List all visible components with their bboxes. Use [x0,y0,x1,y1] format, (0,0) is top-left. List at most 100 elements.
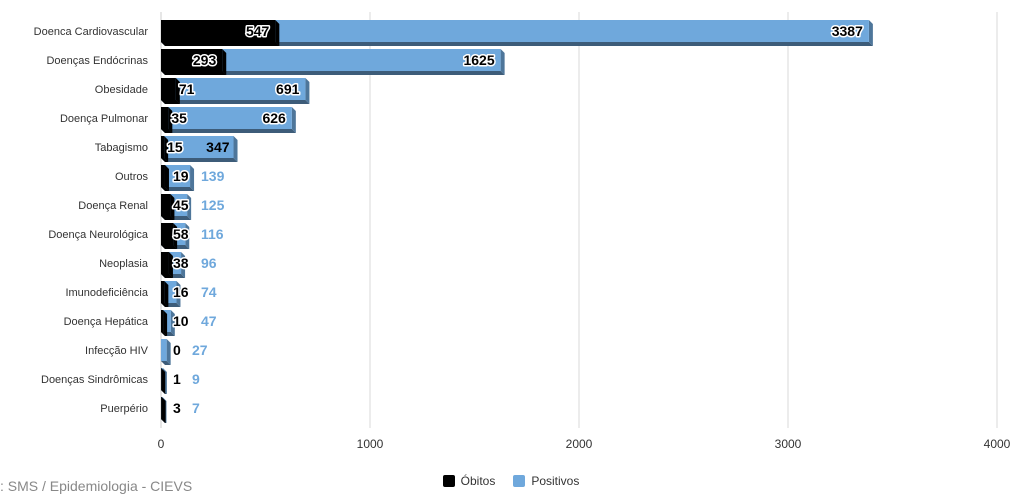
bar-obitos-obesidade-bottom-face [161,100,180,104]
data-label-positivos-doenca-pulmonar: 626 [262,110,286,126]
bar-positivos-obesidade-bottom-face [161,100,310,104]
bar-obitos-doenca-renal-bottom-face [161,216,175,220]
bar-positivos-doencas-endocrinas [161,49,501,71]
bar-obitos-tabagismo-side-face [164,136,169,162]
bar-positivos-doenca-neurologica-side-face [185,223,190,249]
bar-obitos-doencas-sindromicas-bottom-face [161,390,166,394]
data-label-obitos-obesidade: 71 [179,81,195,97]
bar-obitos-doenca-cardiovascular-bottom-face [161,42,280,46]
data-label-positivos-doencas-sindromicas: 9 [192,371,200,387]
bar-positivos-infeccao-hiv [161,339,167,361]
legend-item-obitos[interactable]: Óbitos [442,474,496,488]
data-label-positivos-puerperio: 7 [192,400,200,416]
bar-positivos-doenca-pulmonar-side-face [291,107,296,133]
bar-obitos-doenca-renal [161,194,171,216]
category-label-neoplasia: Neoplasia [99,258,149,270]
x-tick-label-1000: 1000 [357,437,384,451]
data-label-positivos-doencas-endocrinas: 1625 [463,52,494,68]
data-label-obitos-neoplasia: 38 [173,255,189,271]
bar-positivos-doenca-pulmonar [161,107,292,129]
bar-positivos-doenca-cardiovascular-side-face [868,20,873,46]
bar-obitos-doenca-pulmonar-bottom-face [161,129,173,133]
data-label-positivos-infeccao-hiv: 27 [192,342,208,358]
x-tick-label-0: 0 [158,437,165,451]
data-label-obitos-doenca-renal: 45 [173,197,189,213]
bar-obitos-imunodeficiencia-bottom-face [161,303,169,307]
bar-positivos-doenca-renal-side-face [187,194,192,220]
data-label-obitos-doenca-pulmonar: 35 [171,110,187,126]
category-label-doencas-endocrinas: Doenças Endócrinas [46,55,148,67]
bar-obitos-tabagismo-bottom-face [161,158,169,162]
bar-positivos-doenca-cardiovascular-bottom-face [161,42,873,46]
bar-obitos-doenca-hepatica-side-face [163,310,168,336]
legend-swatch-obitos [442,475,455,487]
bar-positivos-infeccao-hiv-bottom-face [161,361,171,365]
bar-positivos-doenca-pulmonar-bottom-face [161,129,296,133]
legend-swatch-positivos [513,475,526,487]
legend-item-positivos[interactable]: Positivos [513,474,579,488]
data-label-positivos-doenca-neurologica: 116 [201,226,224,242]
bar-obitos-neoplasia [161,252,169,274]
bar-obitos-doenca-hepatica-bottom-face [161,332,168,336]
bar-positivos-tabagismo [161,136,234,158]
bar-positivos-outros-bottom-face [161,187,195,191]
bar-obitos-doenca-neurologica [161,223,174,245]
bar-obitos-imunodeficiencia-side-face [164,281,169,307]
category-label-obesidade: Obesidade [95,84,148,96]
bar-positivos-doencas-endocrinas-side-face [500,49,505,75]
bar-obitos-doencas-endocrinas [161,49,223,71]
bar-obitos-doenca-pulmonar [161,107,169,129]
bar-positivos-tabagismo-side-face [233,136,238,162]
bar-positivos-neoplasia-side-face [181,252,186,278]
data-label-obitos-infeccao-hiv: 0 [173,342,181,358]
bar-obitos-doencas-endocrinas-side-face [222,49,227,75]
bar-obitos-puerperio-side-face [161,397,166,423]
bar-obitos-outros [161,165,165,187]
data-label-positivos-imunodeficiencia: 74 [201,284,217,300]
category-label-imunodeficiencia: Imunodeficiência [65,287,148,299]
chart-legend: Óbitos Positivos [0,471,1022,491]
x-tick-label-4000: 4000 [984,437,1011,451]
bar-positivos-obesidade [161,78,306,100]
bar-positivos-doencas-endocrinas-bottom-face [161,71,505,75]
data-label-positivos-tabagismo: 347 [206,139,230,155]
bar-positivos-infeccao-hiv-side-face [166,339,171,365]
data-label-obitos-doencas-sindromicas: 1 [173,371,181,387]
data-label-obitos-doencas-endocrinas: 293 [193,52,217,68]
legend-label-obitos: Óbitos [460,474,496,488]
bar-obitos-obesidade [161,78,176,100]
source-credit: : SMS / Epidemiologia - CIEVS [0,478,193,494]
data-label-obitos-imunodeficiencia: 16 [173,284,189,300]
category-label-tabagismo: Tabagismo [95,142,148,154]
category-label-doencas-sindromicas: Doenças Sindrômicas [41,374,148,386]
bar-obitos-puerperio [161,397,162,419]
bar-positivos-doenca-hepatica-side-face [170,310,175,336]
bar-positivos-outros-side-face [190,165,195,191]
bar-positivos-tabagismo-bottom-face [161,158,238,162]
bar-obitos-doenca-cardiovascular-side-face [275,20,280,46]
bar-positivos-obesidade-side-face [305,78,310,104]
category-label-doenca-pulmonar: Doença Pulmonar [60,113,148,125]
bar-positivos-doenca-cardiovascular [161,20,869,42]
bar-obitos-doenca-neurologica-bottom-face [161,245,178,249]
bar-obitos-puerperio-bottom-face [161,419,166,423]
category-label-outros: Outros [115,171,149,183]
bar-obitos-doencas-endocrinas-bottom-face [161,71,227,75]
bar-obitos-doenca-hepatica [161,310,164,332]
category-label-doenca-cardiovascular: Doenca Cardiovascular [34,26,149,38]
data-label-obitos-doenca-neurologica: 58 [173,226,189,242]
bar-obitos-doenca-neurologica-side-face [173,223,178,249]
data-label-obitos-doenca-cardiovascular: 547 [246,23,270,39]
data-label-obitos-tabagismo: 15 [167,139,183,155]
bar-obitos-obesidade-side-face [175,78,180,104]
category-label-infeccao-hiv: Infecção HIV [85,345,149,357]
x-tick-label-3000: 3000 [775,437,802,451]
bar-obitos-doencas-sindromicas-side-face [161,368,166,394]
bar-obitos-imunodeficiencia [161,281,165,303]
bar-obitos-outros-side-face [164,165,169,191]
legend-label-positivos: Positivos [531,474,580,488]
data-label-positivos-doenca-renal: 125 [201,197,225,213]
data-label-obitos-outros: 19 [173,168,189,184]
bar-obitos-doenca-renal-side-face [170,194,175,220]
